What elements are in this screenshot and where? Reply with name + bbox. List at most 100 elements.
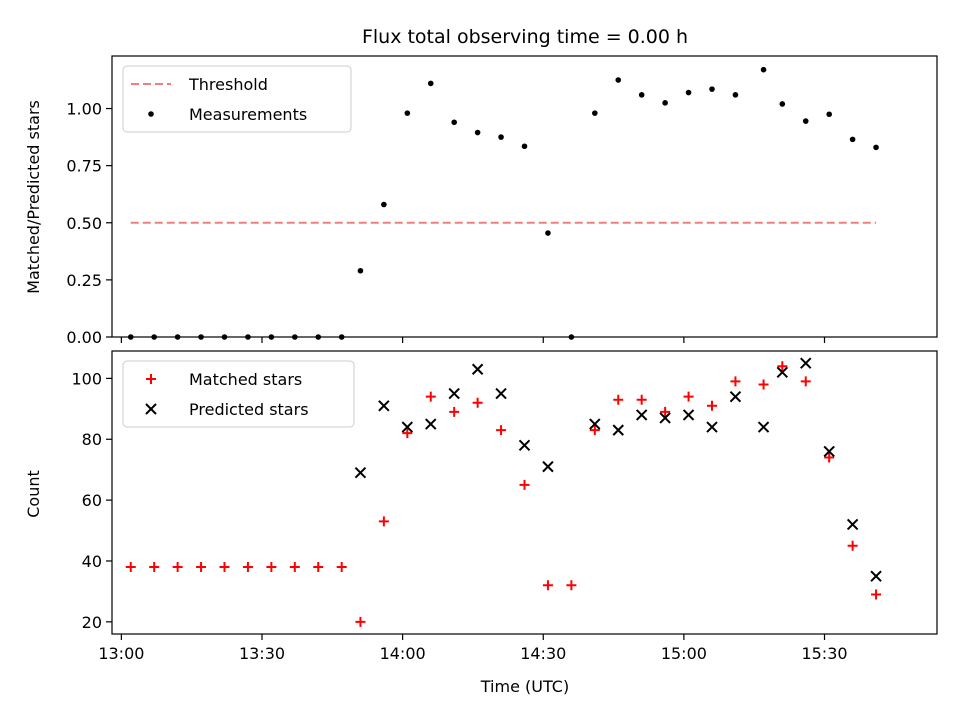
matched-star-point — [613, 394, 624, 405]
matched-star-point — [125, 562, 136, 573]
measurement-point — [779, 101, 786, 107]
matched-star-point — [707, 400, 717, 411]
predicted-star-point — [659, 412, 671, 424]
measurement-point — [732, 92, 739, 98]
predicted-star-point — [378, 400, 390, 412]
matched-star-point — [496, 425, 507, 436]
y-tick-label: 60 — [82, 491, 102, 510]
predicted-star-point — [729, 390, 742, 403]
measurement-point — [568, 334, 575, 340]
measurement-point — [427, 80, 434, 87]
x-tick-label: 13:00 — [98, 644, 144, 663]
predicted-star-point — [495, 387, 507, 400]
y-tick-label: 0.25 — [66, 271, 102, 290]
matched-star-point — [289, 562, 300, 573]
x-tick-label: 15:30 — [801, 644, 847, 663]
series-matched-stars — [125, 361, 882, 627]
matched-star-point — [871, 589, 882, 600]
y-tick-label: 0.75 — [66, 157, 102, 176]
matched-star-point — [824, 452, 835, 463]
x-tick-label: 14:00 — [380, 644, 426, 663]
measurement-point — [174, 334, 181, 340]
legend-box — [122, 360, 355, 428]
top-panel: 0.00 0.25 0.50 0.75 1.00 Threshold Measurement… — [66, 55, 938, 347]
matched-star-point — [378, 516, 389, 527]
predicted-star-point — [846, 518, 859, 531]
matched-star-point — [777, 361, 788, 372]
measurement-point — [826, 111, 832, 118]
matched-star-point — [336, 562, 347, 573]
matched-star-point — [449, 406, 460, 417]
predicted-star-point — [425, 418, 437, 430]
matched-star-point — [683, 391, 694, 402]
chart-title: Flux total observing time = 0.00 h — [362, 26, 688, 48]
legend-label: Matched stars — [189, 370, 302, 389]
matched-star-point — [542, 580, 553, 591]
matched-star-point — [313, 562, 324, 573]
matched-star-point — [566, 580, 577, 591]
predicted-star-point — [870, 570, 882, 582]
predicted-star-point — [354, 467, 367, 479]
predicted-star-point — [589, 418, 601, 430]
measurement-point — [268, 334, 275, 340]
plot-frame — [111, 350, 938, 635]
legend-marker — [145, 403, 157, 415]
matched-star-point — [589, 425, 600, 436]
legend: Threshold Measurements — [122, 65, 352, 133]
matched-star-point — [800, 376, 811, 387]
predicted-star-point — [682, 409, 695, 421]
legend-label: Measurements — [189, 105, 307, 124]
matched-star-point — [472, 397, 483, 408]
legend-label: Predicted stars — [189, 400, 309, 419]
legend-marker — [146, 374, 156, 384]
matched-star-point — [149, 562, 160, 573]
matched-star-point — [519, 479, 530, 490]
measurement-point — [292, 334, 298, 340]
legend-box — [122, 65, 352, 133]
measurement-point — [873, 144, 879, 151]
matched-star-point — [242, 562, 253, 573]
measurement-point — [315, 334, 322, 340]
plot-frame — [111, 55, 938, 338]
legend-label: Threshold — [188, 75, 268, 94]
measurement-point — [127, 334, 134, 340]
measurement-point — [381, 201, 387, 208]
measurement-point — [498, 134, 504, 140]
matched-star-point — [847, 540, 858, 551]
measurement-point — [545, 230, 551, 236]
matched-star-point — [402, 428, 413, 439]
measurement-point — [685, 89, 692, 96]
x-tick-label: 13:30 — [239, 644, 285, 663]
measurement-point — [151, 334, 157, 340]
measurement-point — [221, 334, 228, 340]
x-tick-label: 15:00 — [661, 644, 707, 663]
matched-star-point — [219, 562, 230, 573]
y-tick-label: 40 — [82, 552, 102, 571]
measurement-point — [521, 143, 528, 150]
predicted-star-point — [706, 421, 718, 433]
measurement-point — [474, 129, 481, 136]
matched-star-point — [730, 376, 741, 387]
measurement-point — [662, 100, 668, 106]
measurement-point — [802, 118, 809, 124]
y-tick-label: 0.00 — [66, 328, 102, 347]
measurement-point — [357, 267, 364, 274]
predicted-star-point — [823, 445, 835, 458]
measurement-point — [592, 110, 598, 116]
matched-star-point — [266, 562, 277, 573]
measurement-point — [638, 92, 645, 98]
y-tick-label: 80 — [82, 430, 102, 449]
series-measurements — [127, 66, 879, 340]
predicted-star-point — [401, 421, 414, 433]
y-tick-label: 100 — [71, 369, 102, 388]
matched-star-point — [425, 391, 436, 402]
measurement-point — [709, 86, 715, 92]
measurement-point — [338, 334, 345, 340]
y-tick-label: 20 — [82, 613, 102, 632]
measurement-point — [849, 136, 856, 143]
bottom-panel: 20 40 60 80 100 13:00 13:30 14:00 14:30 15:00 15:3… — [71, 350, 938, 663]
predicted-star-point — [757, 421, 770, 433]
y-tick-label: 1.00 — [66, 100, 102, 119]
predicted-star-point — [518, 439, 531, 452]
